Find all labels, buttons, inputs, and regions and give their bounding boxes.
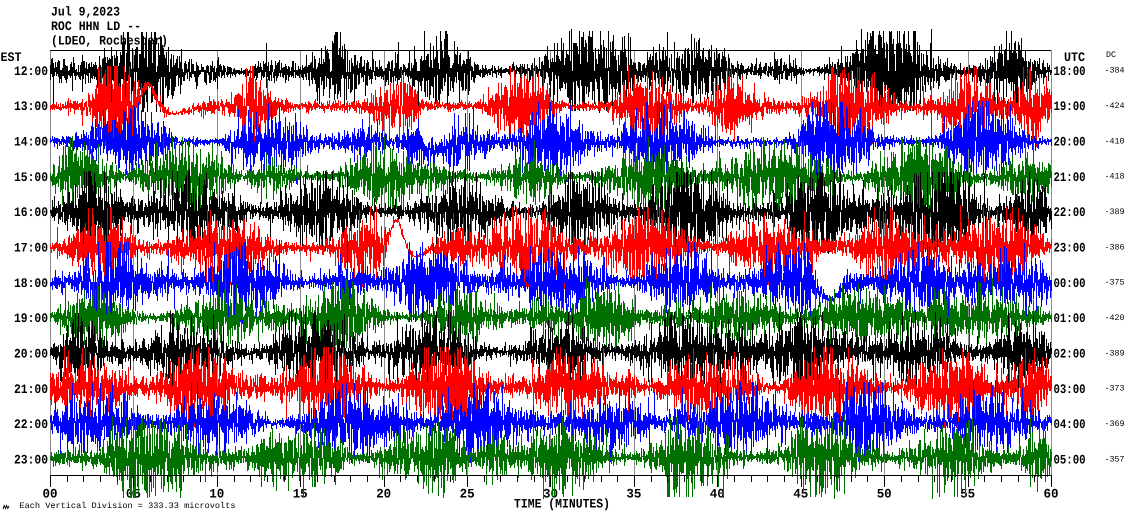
svg-text:10: 10 [209,487,224,502]
svg-text:-389: -389 [1105,348,1125,358]
svg-text:17:00: 17:00 [14,241,48,256]
svg-text:21:00: 21:00 [14,382,48,397]
svg-text:Jul 9,2023: Jul 9,2023 [51,5,120,20]
svg-text:EST: EST [1,50,22,65]
svg-text:22:00: 22:00 [14,417,48,432]
svg-text:20:00: 20:00 [1054,135,1086,150]
svg-text:04:00: 04:00 [1054,417,1086,432]
svg-text:-420: -420 [1105,313,1125,323]
svg-text:-373: -373 [1105,384,1125,394]
svg-text:-357: -357 [1105,454,1125,464]
svg-text:-389: -389 [1105,207,1125,217]
svg-text:TIME (MINUTES): TIME (MINUTES) [514,497,610,512]
svg-text:23:00: 23:00 [1054,241,1086,256]
svg-text:15: 15 [293,487,308,502]
svg-text:-424: -424 [1105,101,1125,111]
svg-text:DC: DC [1106,50,1116,60]
svg-text:03:00: 03:00 [1054,382,1086,397]
svg-text:00: 00 [43,487,58,502]
svg-text:-369: -369 [1105,419,1125,429]
svg-text:20: 20 [376,487,391,502]
svg-text:02:00: 02:00 [1054,347,1086,362]
svg-text:23:00: 23:00 [14,453,48,468]
svg-text:35: 35 [626,487,641,502]
svg-text:21:00: 21:00 [1054,170,1086,185]
svg-text:00:00: 00:00 [1054,276,1086,291]
svg-text:(LDEO, Rochester): (LDEO, Rochester) [51,34,168,49]
svg-text:50: 50 [877,487,892,502]
svg-text:20:00: 20:00 [14,347,48,362]
svg-text:UTC: UTC [1064,50,1085,65]
svg-text:13:00: 13:00 [14,99,48,114]
svg-text:14:00: 14:00 [14,135,48,150]
svg-text:12:00: 12:00 [14,64,48,79]
svg-text:55: 55 [960,487,975,502]
svg-text:Each Vertical Division = 333.: Each Vertical Division = 333.33 microvol… [20,501,236,511]
svg-text:05:00: 05:00 [1054,453,1086,468]
svg-text:-375: -375 [1105,278,1125,288]
svg-text:ROC HHN LD --: ROC HHN LD -- [51,19,141,34]
svg-text:-386: -386 [1105,242,1125,252]
svg-text:19:00: 19:00 [14,311,48,326]
svg-text:45: 45 [793,487,808,502]
svg-text:22:00: 22:00 [1054,205,1086,220]
svg-text:16:00: 16:00 [14,205,48,220]
svg-text:30: 30 [543,487,558,502]
svg-text:19:00: 19:00 [1054,99,1086,114]
svg-text:15:00: 15:00 [14,170,48,185]
svg-text:-410: -410 [1105,136,1125,146]
svg-text:60: 60 [1044,487,1059,502]
svg-text:01:00: 01:00 [1054,311,1086,326]
svg-text:18:00: 18:00 [1054,64,1086,79]
svg-text:18:00: 18:00 [14,276,48,291]
svg-text:25: 25 [460,487,475,502]
svg-text:40: 40 [710,487,725,502]
svg-text:-384: -384 [1105,66,1125,76]
svg-text:-418: -418 [1105,172,1125,182]
